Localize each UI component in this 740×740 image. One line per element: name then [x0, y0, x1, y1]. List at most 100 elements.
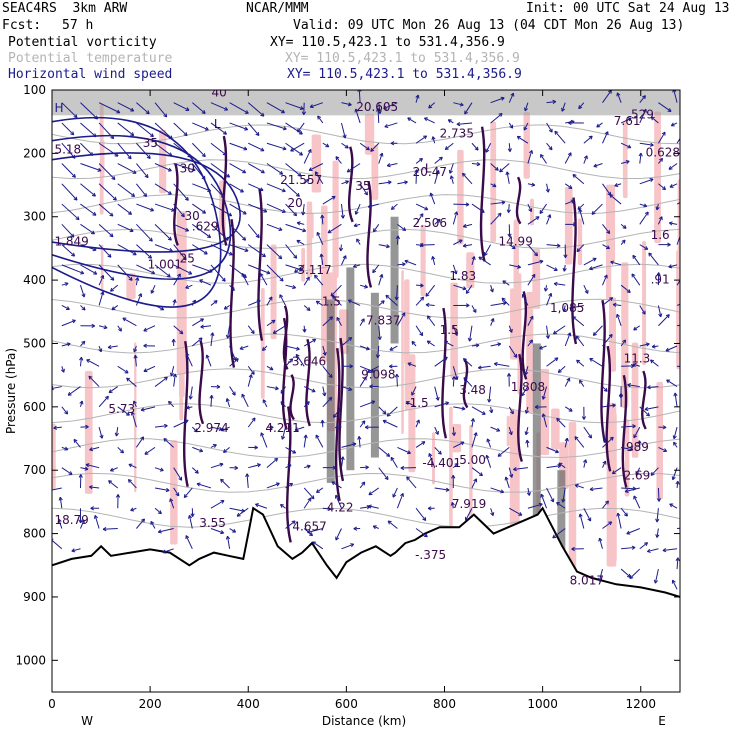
wind-vector-head	[302, 328, 307, 333]
wind-vector	[494, 363, 510, 367]
wind-vector	[61, 203, 80, 221]
wind-vector	[657, 216, 663, 225]
wind-vector	[471, 163, 481, 165]
wind-vector	[229, 358, 239, 367]
wind-vector	[285, 244, 298, 259]
wind-vector-head	[157, 529, 162, 534]
wind-vector	[191, 426, 198, 433]
wind-vector-head	[419, 213, 424, 218]
wind-vector	[150, 521, 156, 529]
wind-vector	[425, 284, 436, 297]
wind-vector	[602, 334, 613, 347]
wind-vector-head	[618, 393, 624, 397]
wind-vector	[103, 528, 118, 530]
wind-vector	[336, 317, 342, 326]
wind-vector	[434, 386, 439, 401]
wind-vector-head	[435, 430, 439, 435]
wind-vector	[358, 436, 361, 448]
contour-label: 4.22	[327, 500, 354, 514]
wind-vector	[154, 122, 173, 140]
wind-vector-head	[223, 305, 228, 310]
wind-vector-head	[545, 335, 551, 339]
wind-vector	[210, 395, 213, 407]
wind-vector-head	[641, 95, 646, 100]
wind-vector-head	[143, 368, 148, 373]
wind-vector-head	[185, 352, 190, 357]
contour-label: 7.61	[614, 114, 641, 128]
wind-vector-head	[606, 230, 611, 235]
wind-vector-head	[168, 400, 173, 405]
wind-vector-head	[342, 134, 347, 139]
wind-vector-head	[90, 230, 95, 235]
wind-vector	[546, 214, 551, 225]
wind-vector-head	[447, 119, 452, 124]
wind-vector-head	[500, 96, 505, 101]
wind-vector	[248, 300, 261, 306]
wind-vector-head	[163, 437, 168, 442]
wind-vector-head	[603, 274, 608, 279]
wind-vector-head	[548, 292, 553, 297]
wind-vector	[602, 500, 609, 509]
wind-vector-head	[188, 395, 193, 400]
wind-vector	[508, 244, 516, 249]
wind-vector-head	[144, 450, 149, 455]
wind-vector	[260, 432, 268, 448]
wind-vector-head	[204, 126, 209, 131]
wind-vector	[173, 163, 196, 171]
wind-vector-head	[592, 257, 597, 262]
wind-vector	[542, 386, 548, 400]
wind-vector-head	[487, 398, 492, 403]
pv-shading	[568, 421, 577, 574]
wind-vector-head	[132, 400, 137, 405]
wind-vector-head	[645, 342, 650, 347]
wind-vector	[671, 122, 678, 127]
wind-vector-head	[307, 497, 312, 502]
wind-vector	[430, 192, 436, 205]
wind-vector	[340, 456, 344, 468]
wind-vector	[563, 264, 566, 272]
wind-vector-head	[501, 297, 506, 302]
wind-vector	[564, 332, 571, 347]
wind-vector	[382, 420, 398, 428]
wind-vector-head	[577, 205, 582, 210]
wind-vector	[359, 420, 366, 428]
wind-vector	[266, 319, 276, 327]
y-tick-label: 600	[23, 400, 46, 414]
wind-vector-head	[85, 424, 89, 429]
wind-vector-head	[168, 152, 173, 157]
wind-vector-head	[305, 276, 310, 281]
pv-shading	[404, 279, 410, 411]
wind-vector	[657, 305, 662, 317]
wind-vector	[303, 305, 311, 311]
wind-vector-head	[167, 190, 172, 195]
wind-vector-head	[260, 432, 265, 437]
wind-vector-head	[78, 519, 83, 524]
wind-vector-head	[332, 465, 337, 470]
wind-vector-head	[170, 207, 175, 212]
wind-vector-head	[272, 330, 277, 334]
wind-vector	[631, 273, 641, 286]
wind-vector-head	[675, 557, 680, 562]
west-label: W	[81, 714, 93, 728]
pv-shading	[159, 129, 167, 194]
wind-vector	[98, 244, 112, 258]
wind-vector-head	[561, 498, 566, 503]
wind-vector-head	[505, 171, 510, 176]
wind-vector	[154, 425, 168, 428]
wind-vector	[411, 386, 417, 396]
wind-vector-head	[296, 239, 301, 244]
wind-vector-head	[596, 123, 601, 128]
wind-vector-head	[626, 289, 631, 294]
wind-vector-head	[239, 345, 244, 350]
wind-vector	[122, 317, 137, 327]
wind-vector	[61, 305, 70, 310]
x-tick-label: 1000	[527, 697, 558, 711]
wind-vector-head	[431, 136, 436, 141]
wind-vector	[191, 142, 206, 158]
wind-vector	[564, 377, 571, 387]
wind-vector-head	[338, 247, 344, 252]
contour-label: 529	[631, 108, 654, 122]
wind-vector	[173, 142, 192, 158]
wind-vector	[521, 386, 529, 397]
terrain-surface	[52, 506, 680, 598]
